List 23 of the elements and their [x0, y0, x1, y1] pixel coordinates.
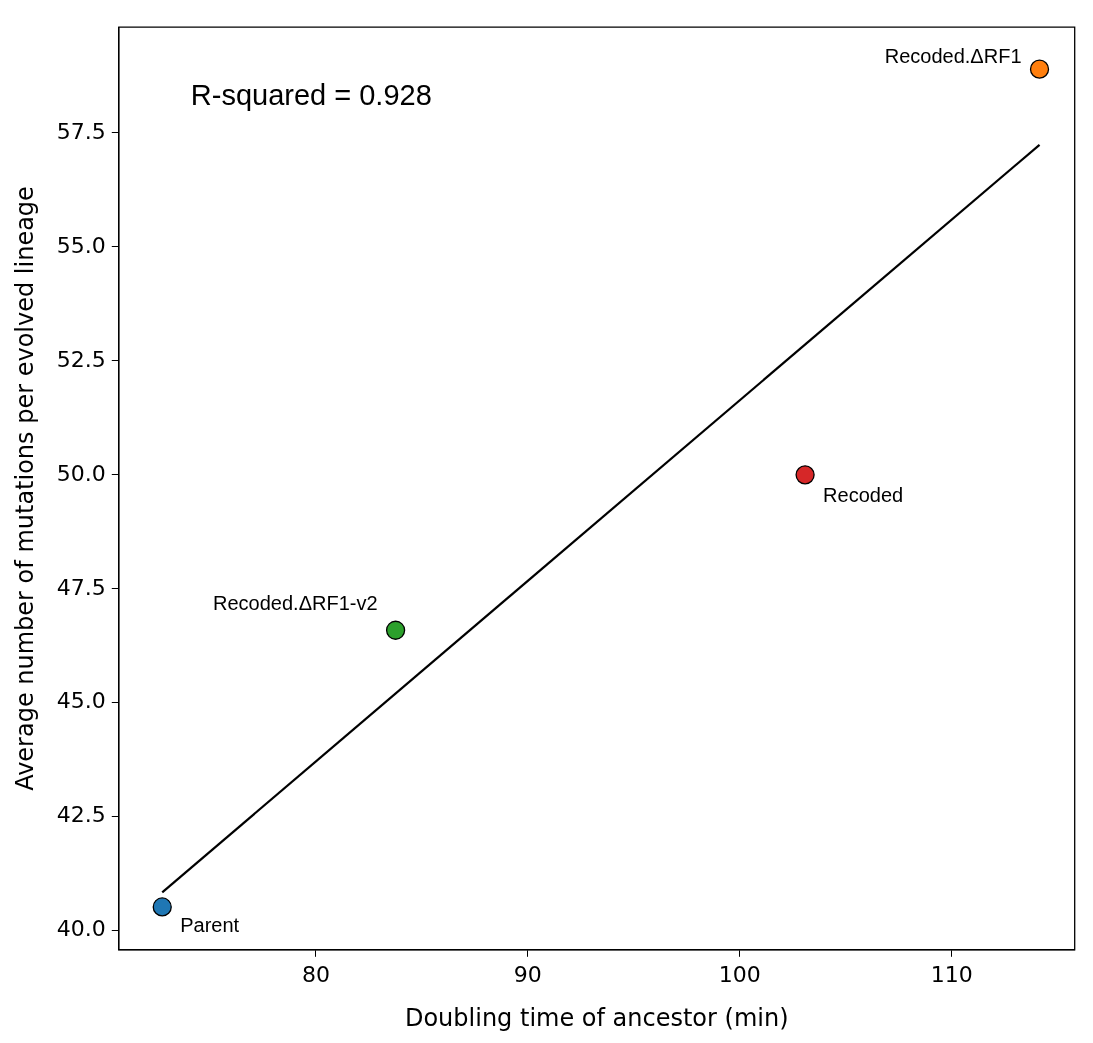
y-tick-label: 55.0 — [56, 232, 106, 258]
x-tick-label: 110 — [930, 961, 973, 987]
point — [795, 465, 815, 485]
x-axis-title: Doubling time of ancestor (min) — [404, 1003, 789, 1032]
series-label: Recoded.ΔRF1-v2 — [213, 591, 378, 614]
x-tick-label: 80 — [301, 961, 330, 987]
y-tick-label: 45.0 — [56, 688, 106, 714]
annotation: R-squared = 0.928 — [190, 79, 432, 112]
series-label: Recoded — [823, 484, 904, 507]
y-tick-label: 52.5 — [56, 346, 106, 372]
y-tick-label: 47.5 — [56, 574, 106, 600]
y-axis-title: Average number of mutations per evolved lineage — [10, 186, 39, 791]
x-tick-label: 90 — [513, 961, 542, 987]
point — [1029, 59, 1050, 79]
y-tick-label: 57.5 — [56, 118, 106, 144]
y-tick-label: 42.5 — [56, 802, 106, 828]
point — [385, 620, 406, 640]
x-tick-label: 100 — [718, 961, 761, 987]
y-tick-label: 50.0 — [56, 460, 106, 486]
y-tick-label: 40.0 — [56, 916, 106, 942]
point — [152, 897, 172, 917]
series-label: Recoded.ΔRF1 — [884, 44, 1022, 67]
series-label: Parent — [180, 914, 240, 937]
